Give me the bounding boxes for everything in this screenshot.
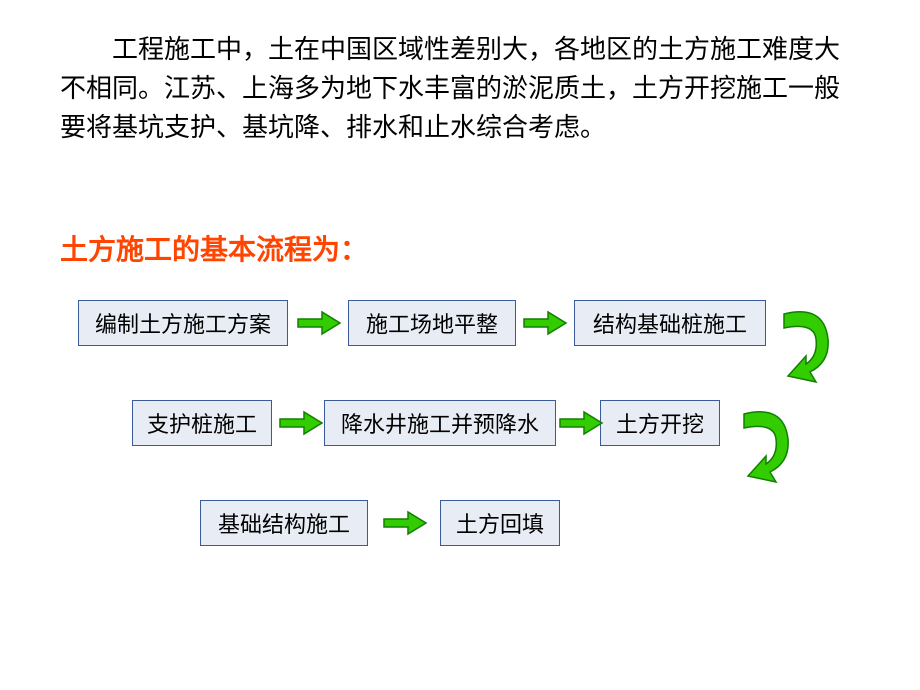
flow-box-support-pile: 支护桩施工 xyxy=(132,400,272,446)
flow-box-label: 编制土方施工方案 xyxy=(95,307,271,339)
flow-box-label: 土方回填 xyxy=(456,507,544,539)
flow-box-label: 施工场地平整 xyxy=(366,307,498,339)
flow-box-foundation-pile: 结构基础桩施工 xyxy=(574,300,766,346)
flow-box-dewatering: 降水井施工并预降水 xyxy=(324,400,556,446)
arrow-curve-icon xyxy=(736,394,806,494)
arrow-right-icon xyxy=(278,409,324,437)
flow-box-label: 支护桩施工 xyxy=(147,407,257,439)
arrow-right-icon xyxy=(558,409,604,437)
arrow-right-icon xyxy=(522,309,568,337)
flow-box-label: 结构基础桩施工 xyxy=(593,307,747,339)
flow-box-excavation: 土方开挖 xyxy=(600,400,720,446)
intro-paragraph: 工程施工中，土在中国区域性差别大，各地区的土方施工难度大不相同。江苏、上海多为地… xyxy=(60,30,860,147)
flow-box-label: 土方开挖 xyxy=(616,407,704,439)
arrow-right-icon xyxy=(382,509,428,537)
flow-box-backfill: 土方回填 xyxy=(440,500,560,546)
flow-box-site-level: 施工场地平整 xyxy=(348,300,516,346)
flow-box-label: 降水井施工并预降水 xyxy=(341,407,539,439)
arrow-curve-icon xyxy=(776,294,846,394)
arrow-right-icon xyxy=(296,309,342,337)
flow-box-foundation-struct: 基础结构施工 xyxy=(200,500,368,546)
section-heading: 土方施工的基本流程为： xyxy=(60,228,368,268)
flow-box-label: 基础结构施工 xyxy=(218,507,350,539)
flowchart-area: 编制土方施工方案 施工场地平整 结构基础桩施工 支护桩施工 降水井施工并预降水 … xyxy=(0,300,920,600)
flow-box-plan: 编制土方施工方案 xyxy=(78,300,288,346)
